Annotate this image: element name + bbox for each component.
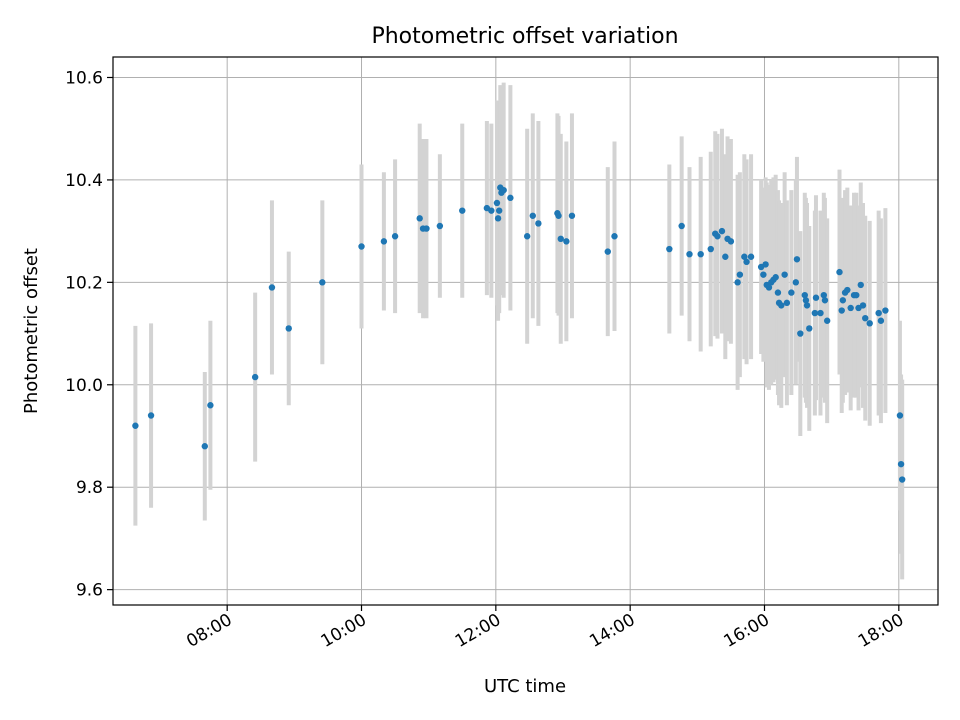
data-point: [859, 302, 867, 309]
data-point: [802, 297, 810, 304]
data-point: [604, 248, 611, 255]
data-point: [765, 284, 773, 291]
data-point: [391, 233, 399, 240]
y-tick-label: 10.4: [65, 171, 103, 191]
data-point: [882, 307, 889, 314]
data-point: [555, 212, 562, 219]
data-point: [838, 307, 845, 314]
data-point: [568, 212, 576, 219]
data-point: [488, 207, 495, 214]
data-point: [774, 289, 782, 296]
axes-frame: [112, 56, 939, 606]
data-point: [898, 476, 906, 483]
data-point: [844, 286, 851, 294]
data-point: [811, 309, 819, 317]
data-point: [132, 422, 139, 429]
data-point: [896, 412, 904, 419]
data-point: [459, 207, 466, 214]
data-point: [736, 271, 744, 278]
data-point: [778, 302, 785, 309]
data-point: [493, 199, 501, 207]
data-point: [557, 235, 564, 243]
data-point: [853, 291, 860, 299]
data-point: [792, 279, 800, 286]
data-point: [285, 325, 292, 332]
data-point: [529, 212, 536, 219]
data-point: [897, 460, 905, 468]
data-point: [817, 309, 824, 317]
data-point: [812, 294, 820, 301]
data-point: [875, 309, 882, 317]
data-point: [783, 299, 791, 307]
data-point: [611, 233, 618, 240]
data-point: [797, 330, 804, 337]
data-point: [523, 233, 531, 240]
data-point: [319, 279, 326, 286]
data-point: [772, 274, 779, 281]
data-point: [686, 250, 693, 258]
data-point: [762, 261, 769, 268]
y-tick-label: 10.0: [65, 376, 103, 396]
data-point: [806, 325, 813, 332]
data-point: [707, 245, 714, 253]
data-point: [423, 225, 430, 232]
data-point: [718, 227, 726, 235]
data-point: [747, 253, 755, 260]
data-point: [147, 412, 155, 419]
data-point: [727, 238, 735, 245]
data-point: [494, 215, 502, 222]
data-point: [507, 194, 514, 202]
data-point: [722, 253, 729, 260]
data-point: [666, 245, 673, 253]
y-tick-label: 9.8: [76, 478, 103, 498]
data-point: [535, 220, 542, 227]
data-point: [358, 243, 365, 250]
data-point: [788, 289, 795, 296]
y-axis-label: Photometric offset: [21, 248, 42, 414]
data-point: [500, 186, 507, 194]
data-point: [820, 291, 828, 299]
y-tick-label: 10.6: [65, 68, 103, 88]
data-point: [495, 207, 503, 214]
data-point: [743, 258, 750, 266]
data-point: [734, 279, 741, 286]
data-point: [793, 256, 801, 263]
y-tick-label: 10.2: [65, 273, 103, 293]
chart-title: Photometric offset variation: [371, 24, 678, 49]
data-point: [803, 302, 811, 309]
data-point: [857, 281, 864, 289]
data-point: [207, 402, 214, 409]
data-point: [866, 320, 873, 327]
data-point: [839, 297, 847, 304]
data-point: [563, 238, 570, 245]
y-axis-ticks: 9.6 9.8 10.0 10.2 10.4 10.6: [65, 68, 113, 601]
data-point: [823, 317, 831, 324]
data-point: [821, 297, 829, 304]
data-point: [678, 222, 685, 230]
data-point: [877, 317, 885, 324]
data-point: [714, 233, 721, 240]
data-point: [251, 373, 259, 381]
data-points: [132, 184, 906, 483]
data-point: [760, 271, 767, 278]
data-point: [801, 291, 808, 299]
data-point: [416, 215, 423, 222]
data-point: [847, 304, 854, 312]
x-axis-label: UTC time: [484, 676, 566, 697]
data-point: [781, 271, 788, 278]
data-point: [836, 268, 843, 276]
data-point: [862, 314, 869, 322]
data-point: [380, 238, 388, 245]
data-point: [697, 250, 704, 258]
data-point: [201, 443, 208, 450]
data-point: [436, 222, 444, 230]
data-point: [741, 253, 748, 260]
y-tick-label: 9.6: [76, 581, 103, 601]
data-point: [268, 284, 276, 291]
